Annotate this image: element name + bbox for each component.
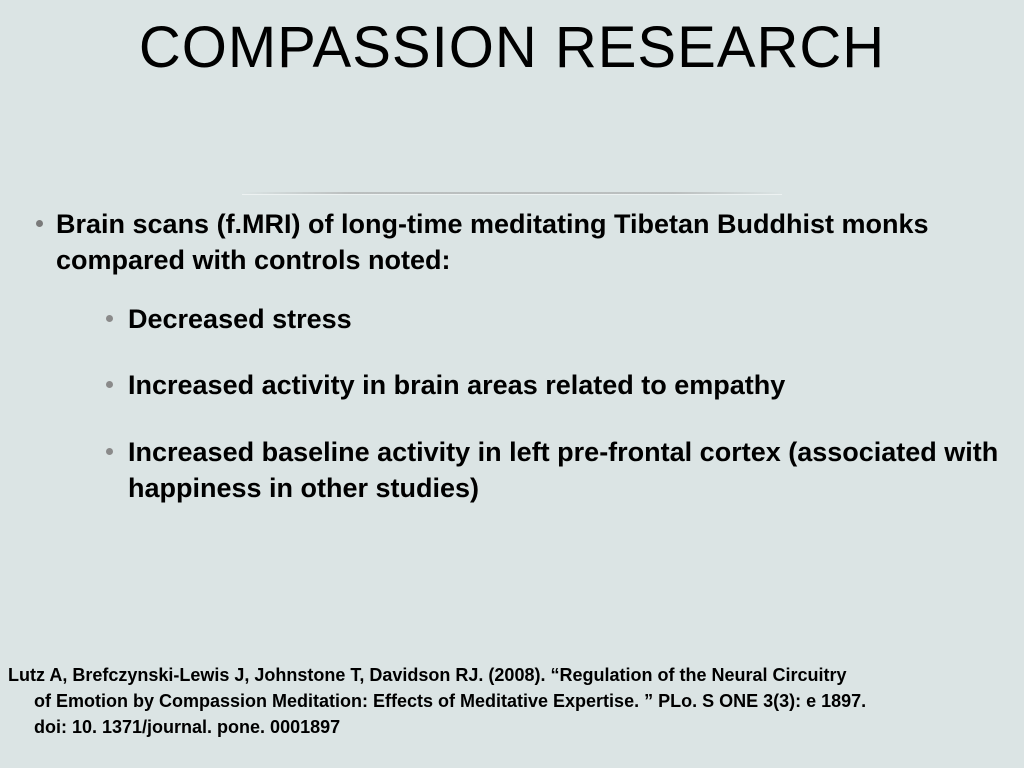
list-item: Decreased stress	[56, 301, 1002, 337]
citation-line-2: of Emotion by Compassion Meditation: Eff…	[8, 688, 1004, 714]
title-divider	[242, 192, 782, 194]
citation-line-1: Lutz A, Brefczynski-Lewis J, Johnstone T…	[8, 665, 847, 685]
citation: Lutz A, Brefczynski-Lewis J, Johnstone T…	[8, 662, 1004, 740]
list-item: Increased activity in brain areas relate…	[56, 367, 1002, 403]
slide: COMPASSION RESEARCH Brain scans (f.MRI) …	[0, 0, 1024, 768]
bullet-list: Brain scans (f.MRI) of long-time meditat…	[22, 206, 1002, 507]
intro-bullet: Brain scans (f.MRI) of long-time meditat…	[22, 206, 1002, 507]
slide-title: COMPASSION RESEARCH	[0, 0, 1024, 81]
slide-content: Brain scans (f.MRI) of long-time meditat…	[22, 206, 1002, 537]
intro-text: Brain scans (f.MRI) of long-time meditat…	[56, 209, 929, 275]
sub-bullet-list: Decreased stress Increased activity in b…	[56, 301, 1002, 507]
list-item: Increased baseline activity in left pre-…	[56, 434, 1002, 507]
citation-line-3: doi: 10. 1371/journal. pone. 0001897	[8, 714, 1004, 740]
